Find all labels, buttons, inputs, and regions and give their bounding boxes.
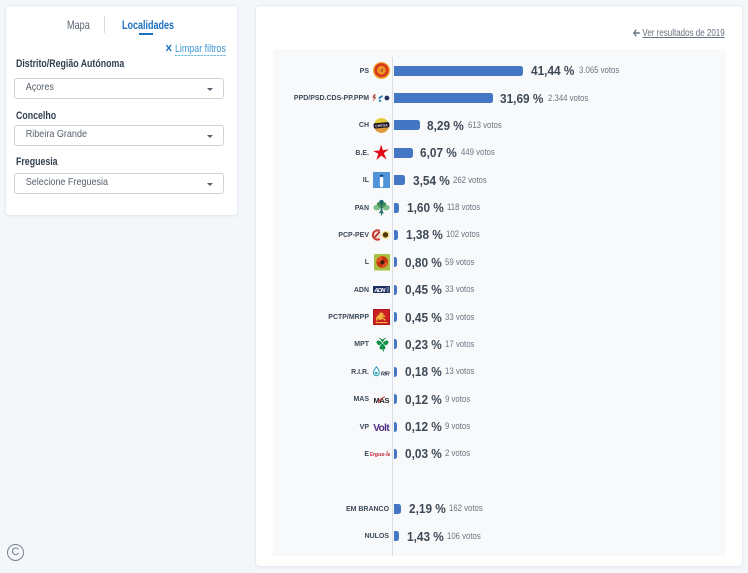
svg-text:Volt: Volt — [373, 423, 390, 432]
svg-text:RIR: RIR — [381, 371, 390, 377]
svg-text:Ergue-te: Ergue-te — [370, 452, 390, 458]
svg-text:ADN: ADN — [373, 288, 386, 293]
svg-text:CHEGA: CHEGA — [375, 123, 388, 128]
svg-text:MAS: MAS — [374, 396, 390, 404]
